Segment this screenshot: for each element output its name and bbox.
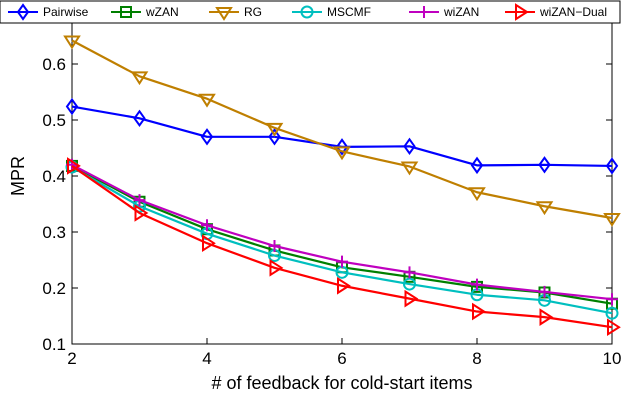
y-tick-label: 0.6 [42, 55, 66, 74]
legend-label: MSCMF [327, 5, 371, 19]
data-point-marker [120, 6, 132, 18]
data-point-marker [65, 97, 79, 116]
series-4 [66, 158, 618, 306]
legend-label: wiZAN−Dual [539, 5, 607, 19]
data-point-marker [403, 137, 416, 156]
data-point-marker [335, 138, 349, 156]
data-point-marker [134, 204, 149, 222]
y-axis-label: MPR [8, 156, 28, 196]
data-point-marker [605, 306, 619, 320]
data-point-marker [268, 240, 281, 252]
data-point-marker [418, 6, 430, 18]
y-tick-label: 0.2 [42, 279, 66, 298]
data-point-marker [201, 219, 213, 232]
x-tick-label: 6 [337, 349, 346, 368]
data-point-marker [403, 277, 416, 291]
data-point-marker [67, 157, 81, 175]
legend-item: Pairwise [8, 3, 89, 21]
series-line [71, 165, 613, 329]
series-line [71, 166, 613, 315]
legend-label: wiZAN [443, 5, 479, 19]
data-point-marker [130, 71, 149, 86]
axes-layer: 2 4 6 8 10 0.1 0.2 0.3 0.4 0.5 0.6 [42, 8, 621, 368]
legend-label: RG [244, 5, 262, 19]
y-tick-label: 0.5 [42, 111, 66, 130]
data-point-marker [63, 35, 81, 50]
y-tick-label: 0.1 [42, 335, 66, 354]
legend-label: wZAN [145, 5, 179, 19]
data-point-marker [468, 187, 486, 202]
x-tick-label: 4 [202, 349, 211, 368]
data-point-marker [515, 3, 529, 21]
data-point-marker [538, 156, 551, 174]
legend: Pairwise wZAN RG MSCMF wiZAN wiZAN−Dual [0, 0, 621, 24]
plot-frame [71, 7, 613, 345]
data-point-marker [198, 93, 216, 108]
data-point-marker [337, 276, 351, 295]
data-point-marker [200, 128, 214, 146]
data-point-marker [133, 109, 146, 128]
data-point-marker [538, 285, 551, 298]
data-point-marker [300, 5, 314, 19]
x-axis-label: # of feedback for cold-start items [211, 373, 472, 393]
data-point-marker [265, 122, 284, 137]
x-tick-label: 10 [603, 349, 622, 368]
data-point-marker [336, 255, 348, 268]
data-point-marker [471, 278, 483, 291]
x-tick-label: 2 [67, 349, 76, 368]
legend-item: wZAN [111, 5, 179, 19]
data-point-marker [605, 157, 619, 175]
data-point-marker [607, 318, 621, 337]
data-point-marker [133, 194, 146, 207]
data-point-marker [269, 259, 284, 277]
data-point-marker [404, 289, 419, 308]
data-point-marker [606, 293, 618, 306]
data-point-marker [400, 161, 419, 176]
y-tick-label: 0.4 [42, 167, 66, 186]
series-5 [67, 157, 621, 337]
data-point-marker [535, 201, 554, 216]
legend-label: Pairwise [43, 5, 89, 19]
x-tick-label: 8 [472, 349, 481, 368]
data-point-marker [403, 266, 416, 279]
legend-item: wiZAN [409, 5, 479, 19]
legend-item: wiZAN−Dual [505, 3, 607, 21]
series-line [71, 39, 613, 220]
series-2 [63, 35, 621, 227]
data-point-marker [215, 7, 233, 21]
data-point-marker [470, 156, 484, 175]
legend-item: MSCMF [292, 5, 371, 19]
data-point-marker [472, 302, 486, 321]
data-point-marker [202, 234, 216, 253]
data-point-marker [539, 308, 554, 326]
data-point-marker [603, 213, 621, 227]
series-layer [63, 35, 621, 337]
data-point-marker [333, 146, 351, 161]
data-point-marker [268, 128, 281, 146]
y-tick-label: 0.3 [42, 223, 66, 242]
data-point-marker [16, 3, 30, 21]
legend-item: RG [209, 5, 262, 21]
